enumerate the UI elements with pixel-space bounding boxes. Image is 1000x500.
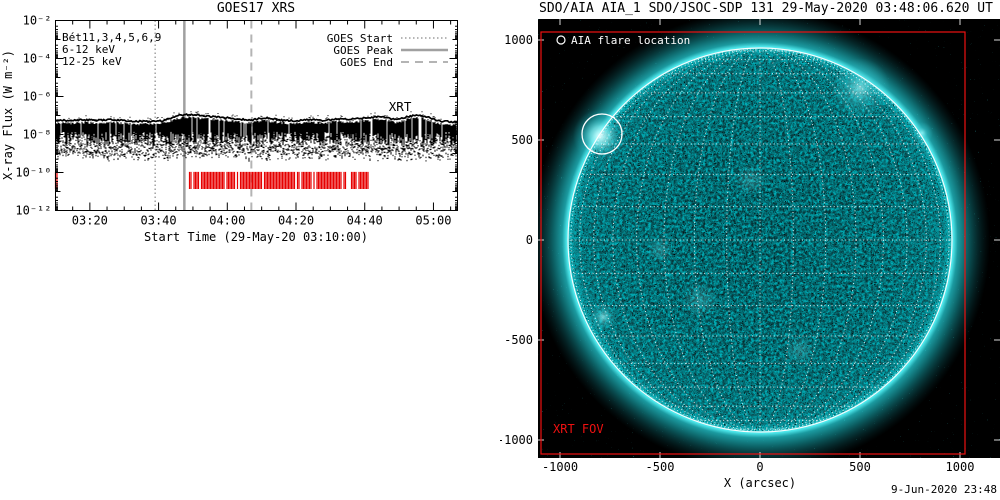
axis-ticks: 03:20 03:40 04:00 04:20 04:40 05:00 10⁻² 10⁻⁴ 10… bbox=[15, 14, 458, 228]
limb-bright-spot-e bbox=[911, 122, 933, 144]
grid-meridian bbox=[693, 49, 827, 431]
legend-circle-icon bbox=[556, 35, 566, 45]
limb-bright-spot-sw bbox=[589, 303, 617, 331]
flare-location-legend-label: AIA flare location bbox=[571, 34, 690, 47]
x-tick-label: 03:20 bbox=[72, 214, 108, 228]
legend-left-label: 6-12 keV bbox=[62, 43, 115, 56]
legend-left-label: 12-25 keV bbox=[62, 55, 122, 68]
right-x-axis-label: X (arcsec) bbox=[724, 476, 796, 490]
creation-timestamp: 9-Jun-2020 23:48 bbox=[891, 483, 997, 496]
right-x-tick-label: 500 bbox=[849, 460, 871, 474]
x-tick-label: 04:40 bbox=[347, 214, 383, 228]
y-tick-label: 10⁻¹² bbox=[15, 204, 51, 218]
x-tick-label: 04:00 bbox=[209, 214, 245, 228]
right-y-tick-label: 1000 bbox=[504, 33, 533, 47]
xrt-observation-ticks bbox=[54, 171, 369, 189]
y-tick-label: 10⁻¹⁰ bbox=[15, 166, 51, 180]
right-x-tick-label: -500 bbox=[646, 460, 675, 474]
goes-flux-curve bbox=[55, 113, 458, 124]
legend-right-label: GOES Peak bbox=[333, 44, 393, 57]
grid-meridian bbox=[612, 49, 908, 431]
y-tick-label: 10⁻² bbox=[23, 14, 52, 28]
faint-region-4 bbox=[647, 237, 673, 263]
right-x-tick-label: 1000 bbox=[946, 460, 975, 474]
grid-meridian bbox=[593, 49, 927, 431]
noise-band bbox=[55, 111, 457, 162]
legend-left-label: Bét11,3,4,5,6,9 bbox=[62, 31, 161, 44]
legend-right-label: GOES Start bbox=[327, 32, 393, 45]
grid-meridian bbox=[663, 49, 857, 431]
grid-meridian bbox=[726, 49, 794, 431]
faint-region-1 bbox=[682, 282, 718, 318]
left-chart-y-axis-label: X-ray Flux (W m⁻²) bbox=[1, 50, 15, 180]
y-tick-label: 10⁻⁸ bbox=[23, 128, 52, 142]
x-tick-label: 05:00 bbox=[415, 214, 451, 228]
legend-right-label: GOES End bbox=[340, 56, 393, 69]
left-chart-title: GOES17 XRS bbox=[217, 1, 295, 16]
xrt-fov-rectangle bbox=[540, 31, 966, 455]
right-axis-tick-labels: -1000 -500 0 500 1000 1000 500 0 -500 -1000 bbox=[500, 33, 974, 474]
right-y-tick-label: -500 bbox=[504, 333, 533, 347]
solar-limb-circle bbox=[567, 47, 953, 433]
aia-flare-location-marker bbox=[581, 113, 623, 155]
faint-region-2 bbox=[785, 335, 815, 365]
right-y-tick-label: 0 bbox=[526, 233, 533, 247]
y-tick-label: 10⁻⁶ bbox=[23, 90, 52, 104]
right-x-tick-label: 0 bbox=[756, 460, 763, 474]
left-chart-x-axis-label: Start Time (29-May-20 03:10:00) bbox=[144, 230, 368, 244]
right-panel-title: SDO/AIA AIA_1 SDO/JSOC-SDP 131 29-May-20… bbox=[539, 1, 993, 16]
goes-xrs-time-series-chart: GOES17 XRS X-ray Flux (W m⁻²) Start Time… bbox=[1, 1, 458, 244]
grid-meridian bbox=[570, 49, 950, 431]
right-y-tick-label: -1000 bbox=[500, 433, 533, 447]
active-region-ne bbox=[830, 58, 890, 118]
y-tick-label: 10⁻⁴ bbox=[23, 52, 52, 66]
flux-curve bbox=[55, 113, 458, 124]
right-y-tick-label: 500 bbox=[511, 133, 533, 147]
x-tick-label: 04:20 bbox=[278, 214, 314, 228]
grid-meridian bbox=[636, 49, 884, 431]
xrt-annotation: XRT bbox=[389, 99, 412, 114]
xrt-fov-label: XRT FOV bbox=[553, 422, 604, 436]
xrt-interval-markers bbox=[54, 171, 369, 189]
background-speckle-noise bbox=[538, 19, 1000, 458]
sdo-aia-solar-image-panel: SDO/AIA AIA_1 SDO/JSOC-SDP 131 29-May-20… bbox=[500, 1, 1000, 496]
faint-region-3 bbox=[734, 164, 766, 196]
flare-brightening bbox=[573, 109, 627, 163]
right-x-tick-label: -1000 bbox=[542, 460, 578, 474]
x-tick-label: 03:40 bbox=[141, 214, 177, 228]
